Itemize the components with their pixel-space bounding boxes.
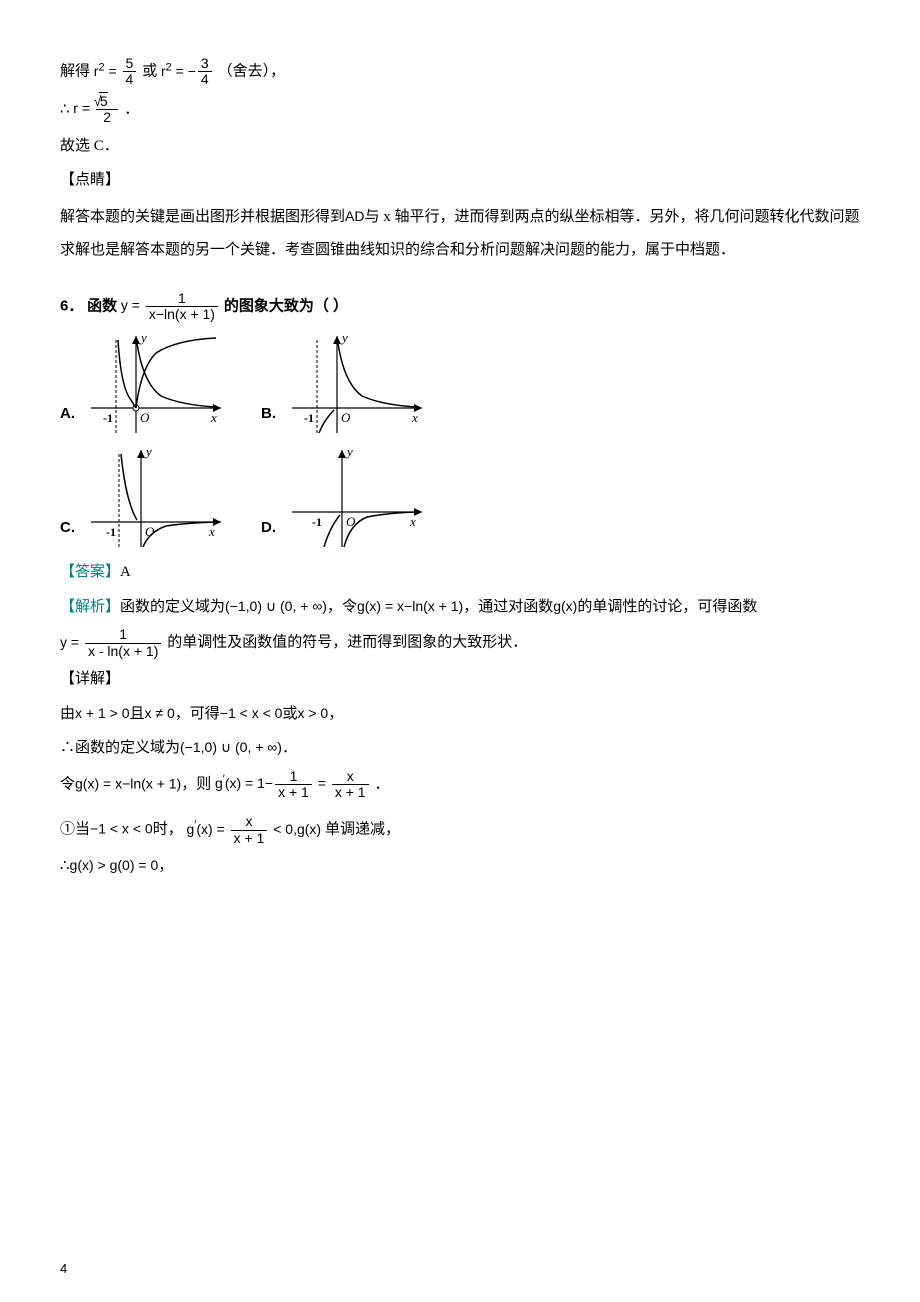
solution-line-1: 解得 r2 = 54 或 r2 = −34 （舍去）， — [60, 56, 860, 88]
analysis-line-2: y = 1x - ln(x + 1) 的单调性及函数值的符号，进而得到图象的大致… — [60, 627, 860, 659]
svg-text:x: x — [210, 410, 217, 425]
detail-label: 【详解】 — [60, 665, 860, 694]
svg-text:-1: -1 — [103, 411, 113, 425]
tip-body: 解答本题的关键是画出图形并根据图形得到AD与 x 轴平行，进而得到两点的纵坐标相… — [60, 201, 860, 267]
graph-d: y x O -1 — [282, 442, 432, 552]
text: （舍去）， — [218, 64, 286, 80]
solution-line-2: ∴ r = 5√2 ． — [60, 94, 860, 126]
text: ． — [124, 101, 139, 117]
eq: r2 = −34 — [161, 63, 218, 79]
svg-text:y: y — [345, 444, 353, 459]
tip-label: 【点睛】 — [60, 166, 860, 195]
eq: r2 = 54 — [94, 63, 142, 79]
options-row-ab: A. y x O -1 B. — [60, 328, 860, 438]
options-row-cd: C. y x O -1 D. — [60, 442, 860, 552]
page-number: 4 — [60, 1257, 67, 1282]
svg-text:x: x — [411, 410, 418, 425]
option-c: C. y x O -1 — [60, 442, 261, 552]
q-number: 6． — [60, 297, 83, 314]
detail-5: ∴g(x) > g(0) = 0， — [60, 852, 860, 881]
answer-line: 【答案】A — [60, 558, 860, 587]
svg-text:y: y — [144, 444, 152, 459]
answer-choice: 故选 C． — [60, 132, 860, 161]
detail-3: 令g(x) = x−ln(x + 1)，则 g′(x) = 1−1x + 1 =… — [60, 769, 860, 801]
svg-text:-1: -1 — [106, 525, 116, 539]
text: ∴ — [60, 101, 70, 117]
option-a: A. y x O -1 — [60, 328, 261, 438]
graph-b: y x O -1 — [282, 328, 432, 438]
eq: r = 5√2 — [73, 100, 124, 116]
graph-c: y x O -1 — [81, 442, 231, 552]
svg-text:-1: -1 — [312, 515, 322, 529]
text: 或 — [142, 64, 157, 80]
detail-1: 由x + 1 > 0且x ≠ 0，可得−1 < x < 0或x > 0， — [60, 700, 860, 729]
option-d: D. y x O -1 — [261, 442, 462, 552]
svg-text:O: O — [140, 410, 150, 425]
svg-text:x: x — [208, 524, 215, 539]
svg-text:-1: -1 — [304, 411, 314, 425]
question-6: 6． 函数 y = 1x−ln(x + 1) 的图象大致为（ ） — [60, 291, 860, 323]
option-b: B. y x O -1 — [261, 328, 462, 438]
text: 解得 — [60, 64, 90, 80]
svg-text:y: y — [340, 330, 348, 345]
graph-a: y x O -1 — [81, 328, 231, 438]
detail-2: ∴函数的定义域为(−1,0) ∪ (0, + ∞)． — [60, 734, 860, 763]
detail-4: ①当−1 < x < 0时， g′(x) = xx + 1 < 0,g(x) 单… — [60, 814, 860, 846]
svg-text:O: O — [341, 410, 351, 425]
analysis-line: 【解析】函数的定义域为(−1,0) ∪ (0, + ∞)，令g(x) = x−l… — [60, 593, 860, 622]
svg-text:x: x — [409, 514, 416, 529]
svg-text:y: y — [139, 330, 147, 345]
